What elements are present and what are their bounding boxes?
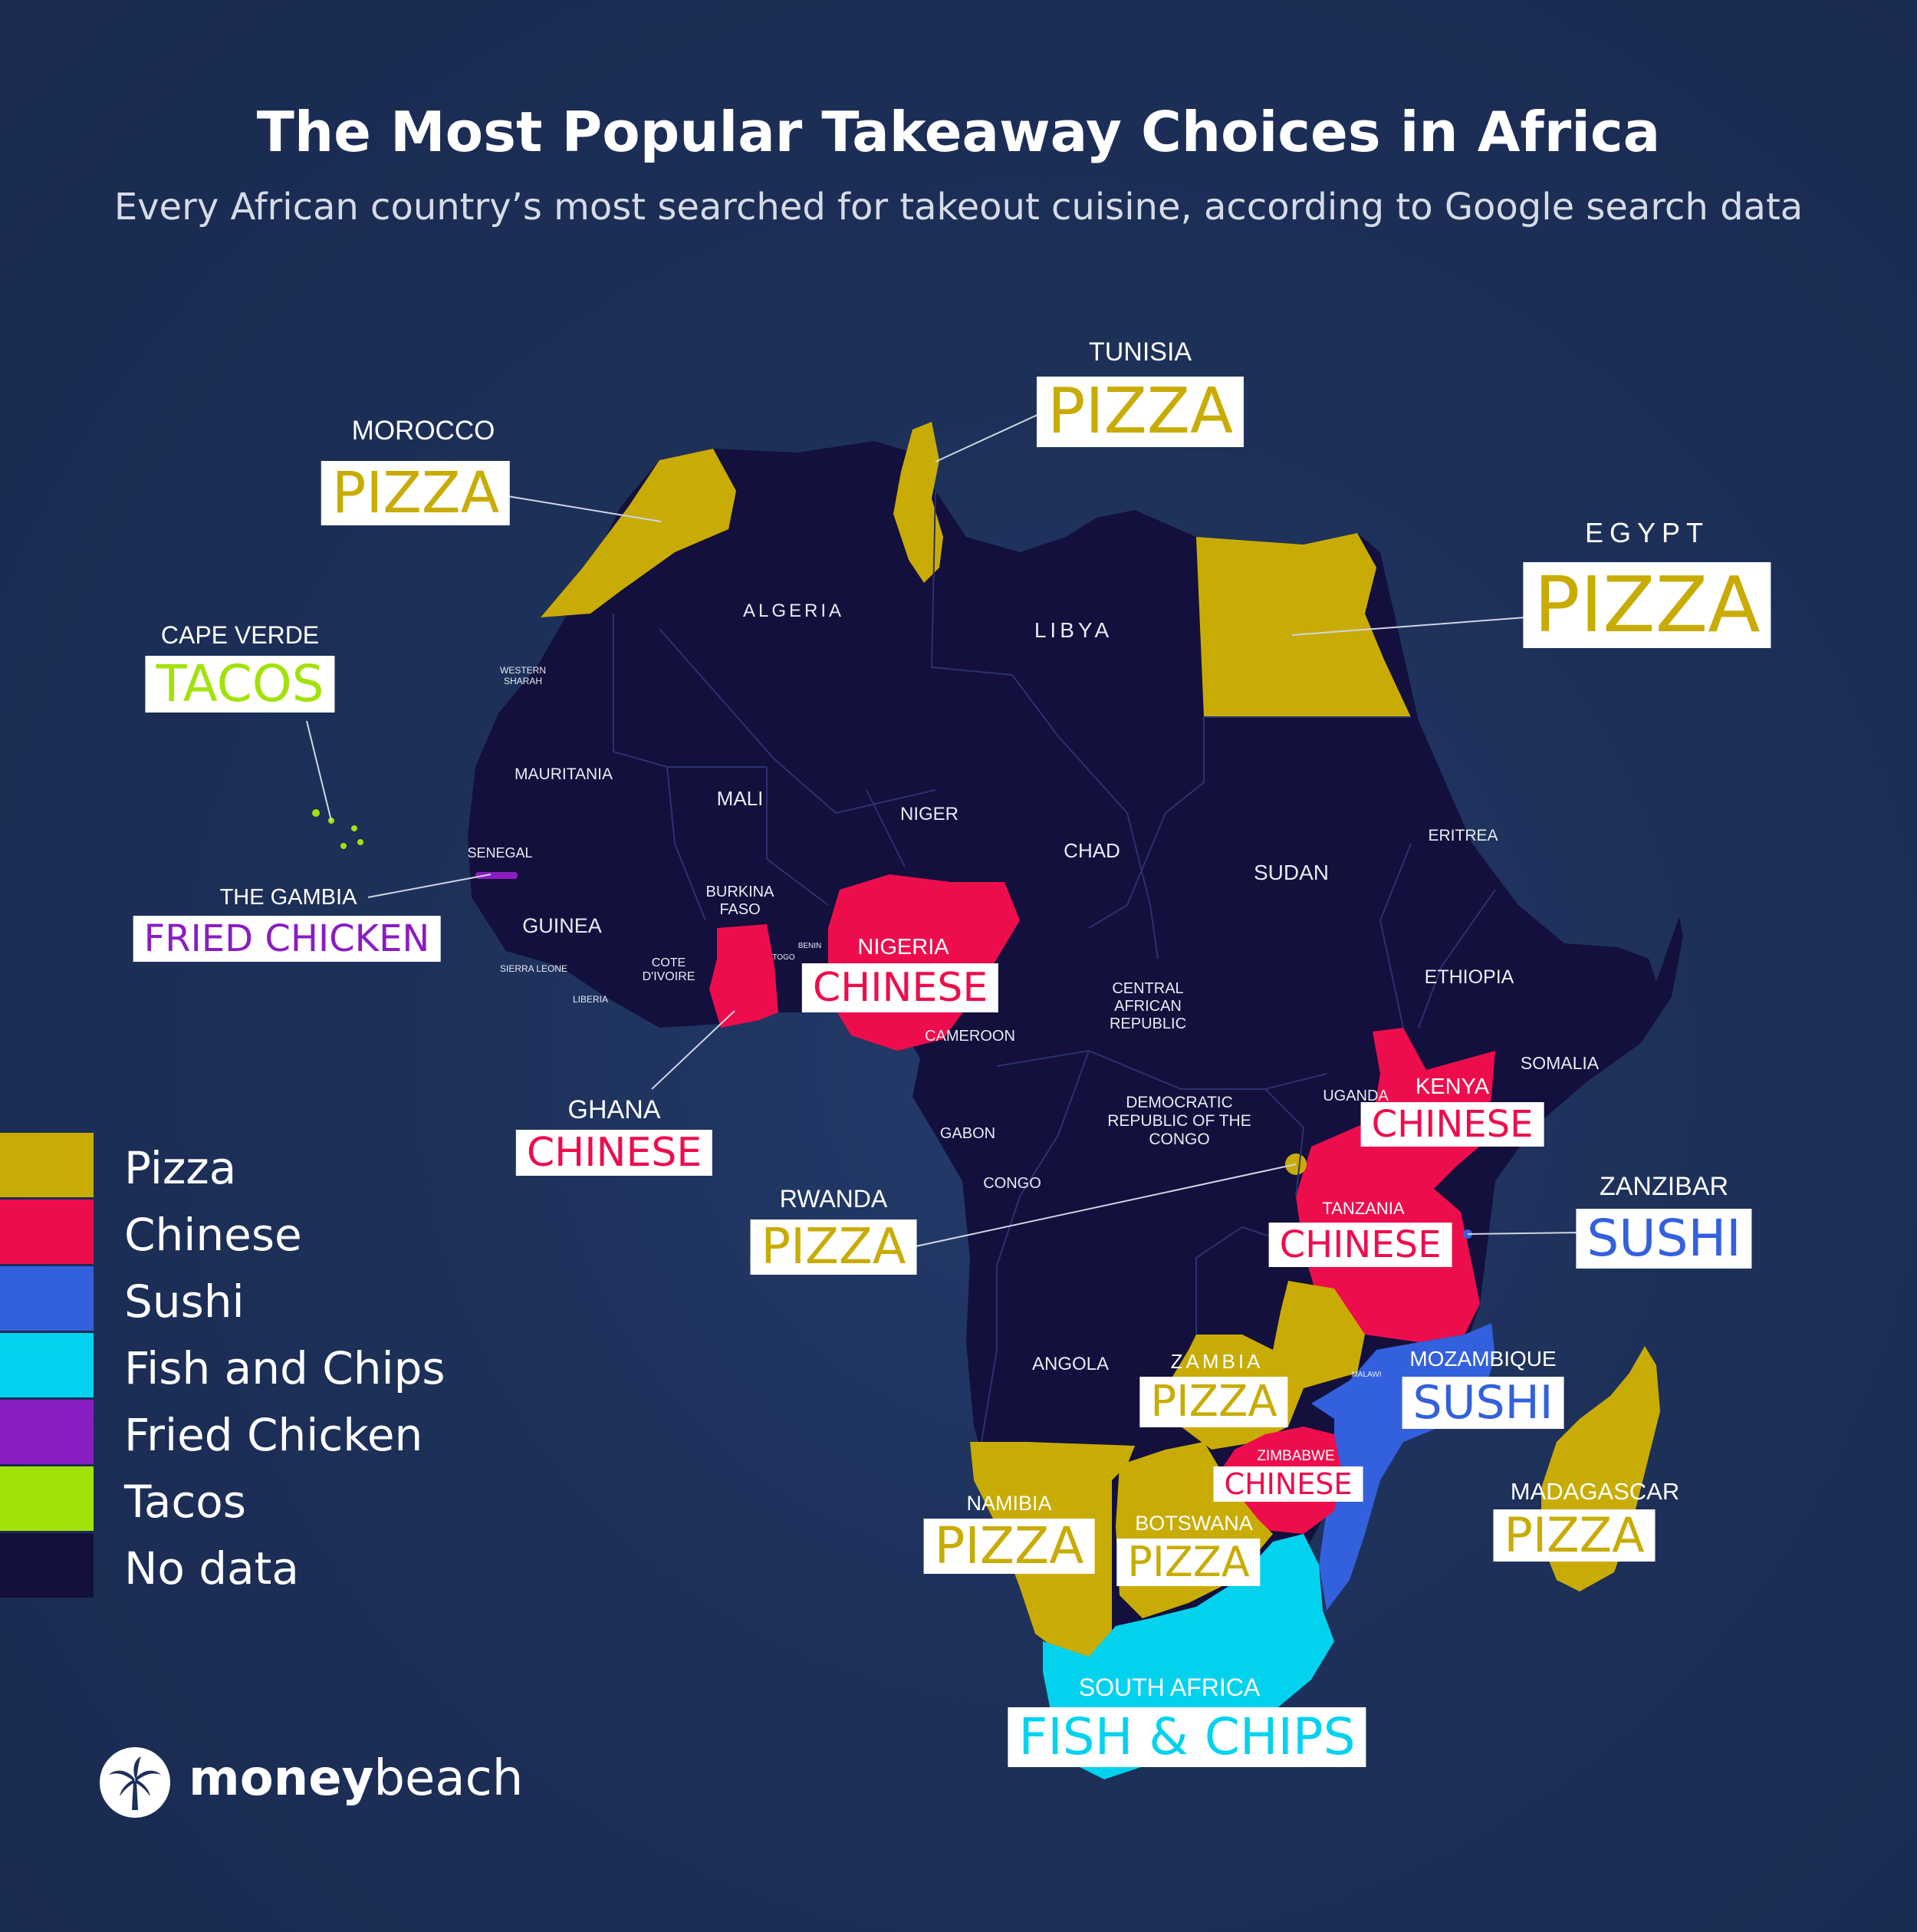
brand-name-bold: money	[189, 1750, 374, 1807]
label-mauritania: MAURITANIA	[515, 765, 613, 783]
legend-label: Tacos	[124, 1476, 246, 1528]
label-ethiopia: ETHIOPIA	[1424, 966, 1514, 988]
label-sierra-leone: SIERRA LEONE	[499, 963, 568, 974]
label-central-african-republic: CENTRAL AFRICAN REPUBLIC	[1109, 980, 1187, 1032]
the-gambia-region	[475, 872, 518, 879]
callout-country-zanzibar: ZANZIBAR	[1599, 1172, 1729, 1201]
brand-name: moneybeach	[189, 1750, 523, 1807]
callout-cuisine-south-africa: FISH & CHIPS	[1008, 1707, 1366, 1767]
ghana-region	[709, 924, 778, 1028]
callout-country-botswana: BOTSWANA	[1135, 1512, 1253, 1535]
label-sudan: SUDAN	[1253, 861, 1330, 884]
callout-country-kenya: KENYA	[1415, 1075, 1490, 1099]
legend-item-pizza: Pizza	[0, 1133, 537, 1197]
legend-item-sushi: Sushi	[0, 1266, 537, 1331]
callout-country-madagascar: MADAGASCAR	[1510, 1478, 1680, 1505]
callout-cuisine-mozambique: SUSHI	[1402, 1377, 1564, 1429]
callout-cuisine-ghana: CHINESE	[515, 1130, 713, 1176]
label-chad: CHAD	[1064, 839, 1120, 862]
label-libya: LIBYA	[1034, 618, 1113, 642]
egypt-region	[1196, 533, 1411, 717]
label-malawi: MALAWI	[1351, 1371, 1382, 1379]
callout-country-ghana: GHANA	[567, 1095, 661, 1124]
morocco-region	[541, 449, 736, 617]
callout-cuisine-rwanda: PIZZA	[750, 1219, 917, 1275]
palm-tree-logo-icon	[100, 1747, 170, 1818]
country-borders	[613, 490, 1496, 1443]
label-democratic-republic-of-the-congo: DEMOCRATIC REPUBLIC OF THE CONGO	[1107, 1094, 1251, 1149]
legend-label: Fish and Chips	[124, 1342, 446, 1394]
label-cameroon: CAMEROON	[925, 1028, 1015, 1045]
legend-item-fish-and-chips: Fish and Chips	[0, 1333, 537, 1397]
callout-country-mozambique: MOZAMBIQUE	[1409, 1347, 1557, 1371]
label-eritrea: ERITREA	[1428, 827, 1498, 844]
callout-country-morocco: MOROCCO	[351, 416, 495, 446]
legend-label: No data	[124, 1542, 299, 1595]
legend-item-tacos: Tacos	[0, 1466, 537, 1531]
legend-swatch	[0, 1266, 94, 1331]
tunisia-region	[893, 422, 943, 583]
callout-country-south-africa: SOUTH AFRICA	[1078, 1674, 1261, 1701]
callout-cuisine-tanzania: CHINESE	[1268, 1223, 1452, 1267]
legend-item-no-data: No data	[0, 1533, 537, 1598]
cape-verde-islands	[312, 809, 363, 849]
legend-label: Chinese	[124, 1209, 302, 1261]
callout-country-egypt: EGYPT	[1584, 517, 1710, 548]
label-mali: MALI	[716, 787, 764, 810]
legend-label: Fried Chicken	[124, 1409, 423, 1461]
label-senegal: SENEGAL	[467, 845, 533, 861]
callout-cuisine-kenya: CHINESE	[1360, 1102, 1544, 1147]
legend-swatch	[0, 1466, 94, 1531]
label-algeria: ALGERIA	[742, 601, 845, 621]
label-angola: ANGOLA	[1031, 1354, 1110, 1374]
legend-item-chinese: Chinese	[0, 1200, 537, 1264]
callout-cuisine-cape-verde: TACOS	[145, 656, 335, 713]
page-title: The Most Popular Takeaway Choices in Afr…	[256, 100, 1661, 164]
legend-swatch	[0, 1333, 94, 1397]
callout-country-tunisia: TUNISIA	[1088, 337, 1192, 367]
callout-cuisine-egypt: PIZZA	[1523, 562, 1771, 648]
label-guinea: GUINEA	[522, 914, 602, 937]
label-somalia: SOMALIA	[1520, 1053, 1600, 1073]
callout-cuisine-zanzibar: SUSHI	[1576, 1209, 1752, 1269]
label-cote-divoire: COTE D'IVOIRE	[642, 956, 695, 984]
page-subtitle: Every African country’s most searched fo…	[113, 186, 1804, 229]
callout-cuisine-nigeria: CHINESE	[801, 963, 999, 1012]
callout-country-nigeria: NIGERIA	[857, 935, 949, 959]
callout-cuisine-morocco: PIZZA	[321, 461, 511, 525]
callout-cuisine-tunisia: PIZZA	[1036, 377, 1245, 447]
label-western-sharah: WESTERN SHARAH	[500, 665, 546, 686]
label-congo: CONGO	[983, 1175, 1041, 1192]
callout-country-zimbabwe: ZIMBABWE	[1257, 1448, 1335, 1464]
label-uganda: UGANDA	[1323, 1088, 1389, 1104]
callout-cuisine-the-gambia: FRIED CHICKEN	[133, 916, 441, 962]
label-benin: BENIN	[797, 942, 822, 950]
label-gabon: GABON	[939, 1125, 996, 1142]
label-niger: NIGER	[899, 804, 959, 824]
callout-cuisine-zambia: PIZZA	[1139, 1377, 1288, 1427]
label-togo: TOGO	[772, 953, 795, 962]
callout-country-rwanda: RWANDA	[779, 1185, 888, 1213]
legend-swatch	[0, 1133, 94, 1197]
legend-label: Pizza	[124, 1142, 237, 1194]
legend-swatch	[0, 1200, 94, 1264]
legend-label: Sushi	[124, 1275, 245, 1328]
callout-country-the-gambia: THE GAMBIA	[219, 885, 357, 910]
callout-country-cape-verde: CAPE VERDE	[160, 621, 320, 649]
leader-lines	[306, 413, 1584, 1249]
legend-swatch	[0, 1400, 94, 1464]
callout-country-namibia: NAMIBIA	[966, 1492, 1052, 1515]
callout-cuisine-zimbabwe: CHINESE	[1213, 1466, 1363, 1502]
callout-cuisine-madagascar: PIZZA	[1493, 1509, 1656, 1562]
callout-country-tanzania: TANZANIA	[1322, 1199, 1405, 1218]
legend-item-fried-chicken: Fried Chicken	[0, 1400, 537, 1464]
callout-cuisine-namibia: PIZZA	[923, 1519, 1095, 1574]
legend-swatch	[0, 1533, 94, 1598]
brand-name-regular: beach	[373, 1750, 524, 1807]
label-liberia: LIBERIA	[572, 994, 609, 1005]
callout-country-zambia: ZAMBIA	[1170, 1350, 1264, 1373]
callout-cuisine-botswana: PIZZA	[1116, 1539, 1261, 1586]
label-burkina-faso: BURKINA FASO	[705, 884, 774, 918]
